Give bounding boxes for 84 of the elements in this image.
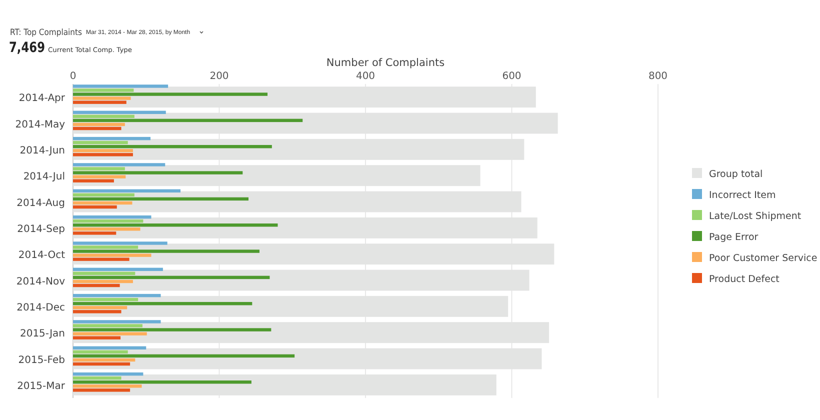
bar <box>73 354 295 358</box>
bar <box>73 96 131 100</box>
legend-label: Product Defect <box>709 274 780 285</box>
bar <box>73 84 168 88</box>
bar <box>73 126 122 130</box>
y-tick-label: 2015-Feb <box>18 354 65 366</box>
bar <box>73 372 144 376</box>
bar <box>73 324 142 328</box>
bar <box>73 223 278 227</box>
bar <box>73 246 138 249</box>
bar <box>73 175 126 178</box>
bar <box>73 232 116 235</box>
y-tick-label: 2014-Nov <box>16 276 66 288</box>
bar <box>73 144 272 148</box>
bar <box>73 328 272 332</box>
bar <box>73 205 117 209</box>
bar <box>73 294 161 298</box>
bar <box>73 332 147 336</box>
y-tick-label: 2014-Sep <box>17 224 65 235</box>
bar <box>73 376 122 380</box>
bar <box>73 258 130 261</box>
y-tick-label: 2014-Dec <box>16 302 65 314</box>
bar <box>73 219 144 223</box>
legend-label: Incorrect Item <box>709 190 776 201</box>
x-tick-label: 200 <box>210 71 229 82</box>
bar <box>73 268 163 271</box>
bar <box>73 118 303 122</box>
bar <box>73 320 161 324</box>
bar <box>73 149 133 152</box>
y-tick-label: 2014-May <box>15 119 66 130</box>
bar <box>73 163 166 166</box>
bar <box>73 384 142 388</box>
y-tick-label: 2014-Jun <box>20 145 65 156</box>
y-tick-label: 2015-Jan <box>20 328 65 340</box>
bar <box>73 336 121 340</box>
bar <box>73 201 132 205</box>
bar <box>73 153 133 156</box>
bar <box>73 306 128 310</box>
bar <box>73 140 128 144</box>
bar <box>73 110 166 114</box>
bar <box>73 350 128 354</box>
bar <box>73 167 125 170</box>
bar <box>73 228 140 231</box>
x-axis-title: Number of Complaints <box>326 57 445 69</box>
legend-label: Page Error <box>709 232 758 243</box>
bar <box>73 88 134 92</box>
bar <box>73 302 252 306</box>
y-tick-label: 2014-Oct <box>18 250 66 262</box>
bar <box>73 197 248 201</box>
legend-label: Late/Lost Shipment <box>709 211 802 222</box>
bar <box>73 122 125 126</box>
legend-label: Poor Customer Service <box>709 253 818 264</box>
y-tick-label: 2014-Aug <box>16 198 65 209</box>
bar <box>73 380 252 384</box>
y-tick-label: 2014-Jul <box>23 172 65 183</box>
bar <box>73 242 168 245</box>
bar <box>73 362 130 366</box>
bar <box>73 388 130 392</box>
bar <box>73 171 243 174</box>
bar <box>73 92 268 96</box>
bar <box>73 254 152 257</box>
bar <box>73 136 151 140</box>
x-tick-label: 600 <box>502 71 522 82</box>
bar <box>73 189 180 192</box>
bar <box>73 193 134 197</box>
x-tick-label: 0 <box>70 71 76 82</box>
y-tick-label: 2015-Mar <box>17 380 66 392</box>
bar <box>73 276 270 280</box>
legend-label: Group total <box>709 169 763 180</box>
bar <box>73 100 126 104</box>
bar <box>73 346 146 350</box>
bar <box>73 358 136 362</box>
bar <box>73 298 138 302</box>
bar <box>73 272 136 276</box>
bar <box>73 250 260 253</box>
bar <box>73 179 114 182</box>
bar <box>73 310 122 314</box>
x-tick-label: 800 <box>648 71 668 82</box>
bar <box>73 284 120 288</box>
bar <box>73 215 152 219</box>
bar <box>73 114 134 118</box>
x-tick-label: 400 <box>356 71 376 82</box>
y-tick-label: 2014-Apr <box>18 93 66 104</box>
bar <box>73 280 133 284</box>
